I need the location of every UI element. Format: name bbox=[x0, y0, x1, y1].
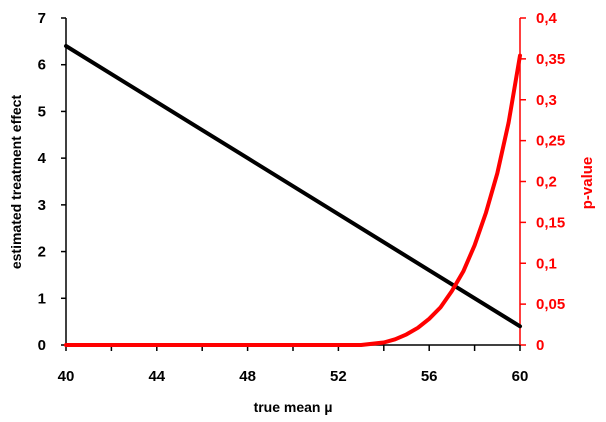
y-right-tick-label: 0,2 bbox=[536, 174, 557, 191]
y-left-tick-label: 6 bbox=[38, 57, 46, 74]
x-tick-label: 60 bbox=[512, 368, 529, 385]
y-left-tick-label: 2 bbox=[38, 244, 46, 261]
y-axis-right-ticks: 0 0,05 0,1 0,15 0,2 0,25 0,3 0,35 0,4 bbox=[520, 10, 565, 354]
x-axis-ticks: 40 44 48 52 56 60 bbox=[58, 345, 529, 385]
y-left-tick-label: 7 bbox=[38, 10, 46, 27]
y-right-tick-label: 0,05 bbox=[536, 296, 565, 313]
plot-area bbox=[65, 18, 521, 346]
x-axis-title: true mean µ bbox=[254, 399, 333, 415]
y-axis-left-ticks: 0 1 2 3 4 5 6 7 bbox=[38, 10, 66, 354]
series-line-pvalue bbox=[64, 53, 522, 347]
y-right-tick-label: 0,3 bbox=[536, 92, 557, 109]
x-tick-label: 56 bbox=[421, 368, 438, 385]
y-right-tick-label: 0,35 bbox=[536, 51, 565, 68]
y-right-tick-label: 0,1 bbox=[536, 255, 557, 272]
y-axis-right-title: p-value bbox=[579, 157, 596, 210]
x-tick-label: 52 bbox=[330, 368, 347, 385]
y-right-tick-label: 0,4 bbox=[536, 10, 558, 27]
series-line-effect bbox=[64, 44, 522, 329]
y-left-tick-label: 5 bbox=[38, 103, 46, 120]
y-left-tick-label: 0 bbox=[38, 337, 46, 354]
y-right-tick-label: 0,15 bbox=[536, 214, 565, 231]
x-tick-label: 40 bbox=[58, 368, 75, 385]
y-left-tick-label: 4 bbox=[38, 150, 47, 167]
y-axis-left-title: estimated treatment effect bbox=[8, 95, 24, 270]
x-tick-label: 48 bbox=[239, 368, 256, 385]
y-left-tick-label: 3 bbox=[38, 197, 46, 214]
y-left-tick-label: 1 bbox=[38, 290, 46, 307]
x-tick-label: 44 bbox=[148, 368, 165, 385]
y-right-tick-label: 0,25 bbox=[536, 133, 565, 150]
series-layer bbox=[64, 44, 522, 347]
y-right-tick-label: 0 bbox=[536, 337, 544, 354]
